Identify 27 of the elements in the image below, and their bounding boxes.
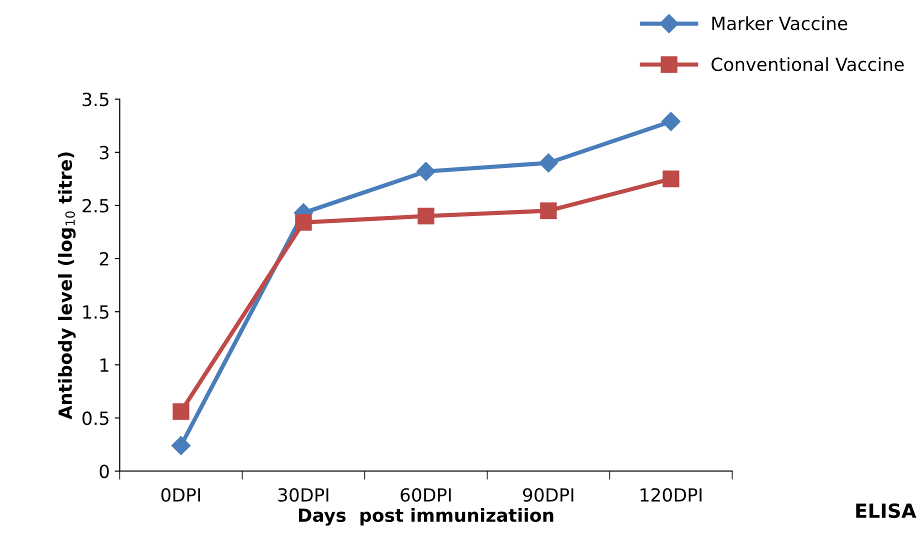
text: ELISA: [856, 503, 916, 518]
point: [538, 153, 558, 172]
y-axis-title: Antibody level (log$_{10}$ titre): [58, 152, 76, 420]
y-tick-label: 3: [100, 146, 109, 160]
y-tick-label: 1.5: [83, 305, 108, 319]
x-tick-label: 0DPI: [161, 488, 200, 502]
x-axis-title: Days post immunizatiion: [298, 508, 554, 526]
x-tick-label: 30DPI: [278, 488, 328, 502]
x-tick-label: 90DPI: [523, 488, 574, 502]
x-tick-label: 120DPI: [640, 488, 702, 502]
point: [295, 214, 312, 231]
point: [172, 403, 190, 420]
point: [661, 112, 680, 132]
legend-label: Conventional Vaccine: [712, 57, 904, 72]
y-tick-label: 1: [100, 358, 108, 372]
y-tick-label: 3.5: [82, 92, 108, 106]
point: [540, 202, 557, 220]
y-tick-label: 0: [100, 464, 109, 478]
y-tick-label: 2: [100, 252, 108, 266]
point: [416, 162, 436, 181]
y-tick-label: 0.5: [82, 411, 108, 426]
x-tick-label: 60DPI: [400, 488, 451, 502]
point: [418, 208, 434, 224]
point: [662, 170, 680, 188]
point: [171, 436, 191, 456]
legend-label: Marker Vaccine: [712, 16, 848, 30]
y-tick-label: 2.5: [82, 198, 108, 213]
